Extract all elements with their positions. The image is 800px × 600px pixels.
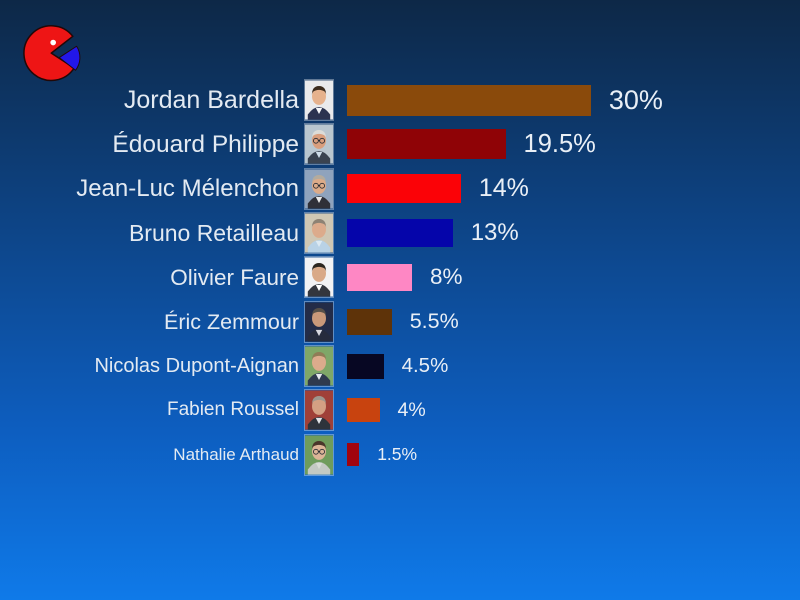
candidate-row: Éric Zemmour 5.5% (0, 300, 800, 344)
poll-bar (347, 443, 360, 467)
pie-chart-pacman-logo-icon (23, 25, 81, 82)
candidate-row: Nicolas Dupont-Aignan 4.5% (0, 344, 800, 388)
poll-bar (347, 353, 384, 379)
candidate-name: Éric Zemmour (164, 309, 299, 334)
candidate-photo (304, 433, 334, 476)
candidate-name: Nicolas Dupont-Aignan (94, 354, 299, 377)
candidate-row: Olivier Faure 8% (0, 255, 800, 299)
candidate-photo (304, 167, 334, 210)
candidate-row: Fabien Roussel 4% (0, 388, 800, 432)
candidate-name: Olivier Faure (170, 264, 299, 290)
pie-main-slice (23, 25, 75, 82)
candidate-name: Bruno Retailleau (128, 220, 299, 247)
candidate-name: Jean-Luc Mélenchon (76, 175, 299, 203)
candidate-row: Jordan Bardella 30% (0, 78, 800, 122)
candidate-photo (304, 345, 334, 388)
poll-bar (347, 84, 591, 116)
candidate-photo (304, 256, 334, 299)
candidate-row: Nathalie Arthaud 1.5% (0, 433, 800, 477)
poll-percentage: 19.5% (523, 129, 596, 158)
poll-bar (347, 308, 392, 335)
candidate-portrait-icon (305, 435, 333, 475)
poll-percentage: 8% (430, 264, 463, 290)
candidate-portrait-icon (305, 124, 333, 165)
poll-percentage: 5.5% (409, 309, 459, 334)
poll-percentage: 13% (470, 219, 519, 247)
poll-bar (347, 263, 413, 291)
candidate-photo (304, 389, 334, 432)
candidate-name: Édouard Philippe (112, 130, 299, 158)
poll-percentage: 4.5% (401, 353, 449, 377)
candidate-portrait-icon (305, 80, 333, 120)
poll-percentage: 30% (608, 84, 663, 115)
candidate-name: Fabien Roussel (166, 399, 299, 421)
candidate-photo (304, 212, 334, 255)
candidate-portrait-icon (305, 169, 333, 209)
poll-percentage: 4% (397, 398, 426, 421)
pie-exploded-slice (58, 45, 81, 71)
candidate-portrait-icon (305, 346, 333, 386)
poll-bar (347, 129, 506, 160)
candidate-portrait-icon (305, 302, 333, 342)
candidate-row: Édouard Philippe 19.5% (0, 122, 800, 166)
poll-percentage: 14% (478, 174, 529, 203)
candidate-name: Jordan Bardella (123, 86, 299, 115)
candidate-photo (304, 300, 334, 343)
poll-percentage: 1.5% (377, 444, 418, 465)
poll-bar (347, 398, 380, 423)
candidate-photo (304, 79, 334, 122)
candidate-photo (304, 123, 334, 166)
candidate-portrait-icon (305, 213, 333, 253)
poll-bar-chart: Jordan Bardella 30% Édouard Philippe (0, 78, 800, 477)
candidate-name: Nathalie Arthaud (173, 444, 299, 464)
candidate-portrait-icon (305, 257, 333, 298)
poll-bar (347, 219, 453, 248)
candidate-row: Bruno Retailleau 13% (0, 211, 800, 255)
candidate-portrait-icon (305, 390, 333, 431)
poll-bar (347, 174, 461, 204)
pie-eye-dot (50, 39, 56, 46)
candidate-row: Jean-Luc Mélenchon 14% (0, 167, 800, 211)
